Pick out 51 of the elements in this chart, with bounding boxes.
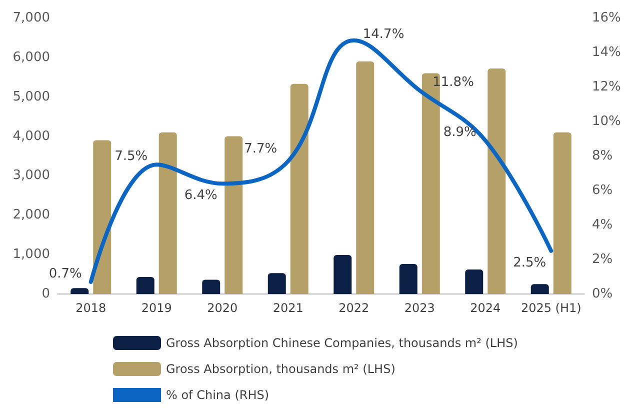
data-label: 8.9% xyxy=(443,124,476,140)
bar xyxy=(93,140,112,294)
y2-tick-label: 2% xyxy=(592,252,613,267)
y2-tick-label: 0% xyxy=(592,286,613,302)
bar xyxy=(465,270,484,294)
y-tick-label: 1,000 xyxy=(12,247,50,262)
data-label: 0.7% xyxy=(48,266,82,282)
legend-label: Gross Absorption, thousands m² (LHS) xyxy=(166,362,396,376)
data-label: 7.7% xyxy=(244,142,278,157)
line-series xyxy=(88,38,554,284)
bar xyxy=(334,254,352,294)
y-tick-label: 4,000 xyxy=(12,128,50,144)
data-label: 7.5% xyxy=(114,149,148,164)
y2-tick-label: 12% xyxy=(592,80,621,94)
y2-tick-label: 4% xyxy=(592,218,613,232)
y2-tick-label: 16% xyxy=(592,10,621,26)
x-tick-label: 2021 xyxy=(272,301,304,315)
legend-label: % of China (RHS) xyxy=(166,388,270,402)
y2-tick-label: 8% xyxy=(592,148,613,164)
data-label: 2.5% xyxy=(513,255,546,270)
x-tick-label: 2019 xyxy=(141,301,172,315)
data-label: 6.4% xyxy=(184,188,218,204)
y-tick-label: 7,000 xyxy=(12,10,50,26)
bar xyxy=(202,280,220,294)
bar xyxy=(70,288,89,294)
bar xyxy=(268,273,286,294)
y-tick-label: 0 xyxy=(42,286,50,302)
legend-label: Gross Absorption Chinese Companies, thousands m² (LHS) xyxy=(166,336,518,350)
bar xyxy=(290,84,308,294)
bar xyxy=(399,264,418,294)
x-tick-label: 2020 xyxy=(207,301,238,315)
x-tick-label: 2022 xyxy=(338,301,370,315)
y2-tick-label: 10% xyxy=(592,114,621,129)
bar xyxy=(136,277,154,294)
x-tick-label: 2018 xyxy=(76,301,106,315)
y2-tick-label: 6% xyxy=(592,183,613,198)
y-tick-label: 3,000 xyxy=(12,168,50,184)
x-tick-label: 2023 xyxy=(404,301,435,315)
y-tick-label: 6,000 xyxy=(12,50,50,65)
bar xyxy=(158,132,177,294)
y-tick-label: 5,000 xyxy=(12,89,50,104)
bar xyxy=(488,68,506,294)
x-tick-label: 2025 (H1) xyxy=(520,301,582,315)
y-tick-label: 2,000 xyxy=(12,208,50,223)
bar xyxy=(224,136,243,294)
bar xyxy=(356,61,374,294)
bar xyxy=(553,132,572,294)
y2-tick-label: 14% xyxy=(592,45,621,60)
bar xyxy=(530,284,549,294)
data-label: 14.7% xyxy=(362,26,404,42)
x-tick-label: 2024 xyxy=(470,301,501,315)
